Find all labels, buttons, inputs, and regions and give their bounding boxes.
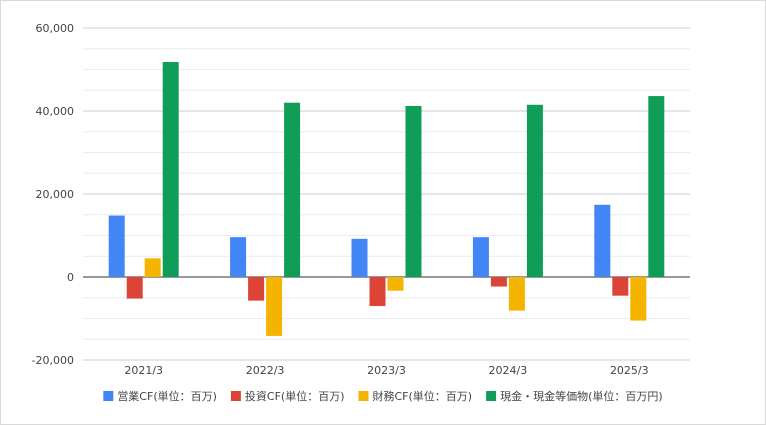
bar[interactable] [284,102,301,277]
bar[interactable] [351,238,368,277]
bar[interactable] [648,96,665,277]
gridlines [83,27,690,361]
bar[interactable] [612,277,629,296]
legend-swatch [486,391,497,401]
legend-label: 投資CF(単位：百万) [245,389,345,403]
x-tick-label: 2025/3 [610,364,649,377]
x-tick-label: 2022/3 [246,364,285,377]
bar[interactable] [490,277,507,287]
legend-item[interactable]: 現金・現金等価物(単位：百万円) [486,389,663,403]
y-axis: -20,000 0 20,000 40,000 60,000 [32,22,74,367]
legend-label: 営業CF(単位：百万) [117,389,217,403]
bar[interactable] [162,62,179,277]
bar[interactable] [266,277,283,336]
legend-swatch [358,391,369,401]
legend-item[interactable]: 財務CF(単位：百万) [358,389,473,403]
x-tick-label: 2021/3 [124,364,163,377]
bar[interactable] [369,277,386,307]
legend: 営業CF(単位：百万) 投資CF(単位：百万) 財務CF(単位：百万) 現金・現金等価… [103,389,663,403]
bar[interactable] [594,204,611,277]
legend-item[interactable]: 投資CF(単位：百万) [230,389,345,403]
y-tick-label: -20,000 [32,354,74,367]
legend-label: 現金・現金等価物(単位：百万円) [500,389,663,403]
x-tick-label: 2023/3 [367,364,406,377]
bar[interactable] [526,104,543,278]
bar[interactable] [126,277,143,299]
bar[interactable] [230,237,247,277]
legend-item[interactable]: 営業CF(単位：百万) [103,389,217,403]
bar[interactable] [472,237,489,277]
bar[interactable] [405,106,422,278]
bar[interactable] [508,277,525,311]
legend-swatch [103,391,114,401]
y-tick-label: 60,000 [36,22,75,35]
bar[interactable] [387,277,404,291]
y-tick-label: 0 [67,271,74,284]
bars [108,62,665,336]
y-tick-label: 40,000 [36,105,75,118]
bar[interactable] [248,277,265,301]
y-tick-label: 20,000 [36,188,75,201]
bar[interactable] [630,277,647,321]
bar[interactable] [108,215,125,277]
legend-label: 財務CF(単位：百万) [373,389,473,403]
x-tick-label: 2024/3 [489,364,528,377]
legend-swatch [230,391,241,401]
x-axis: 2021/3 2022/3 2023/3 2024/3 2025/3 [124,364,648,377]
bar[interactable] [144,258,161,277]
